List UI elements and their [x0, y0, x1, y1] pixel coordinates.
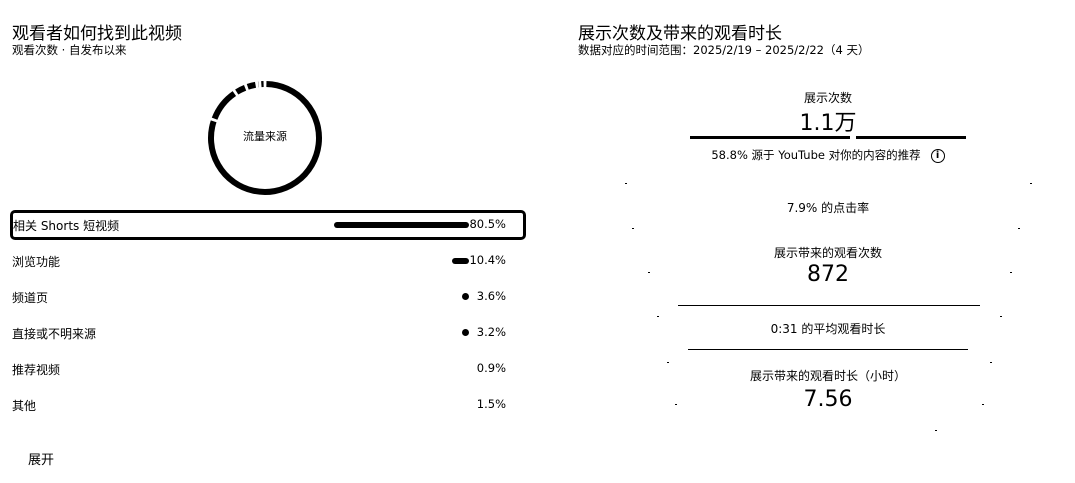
views-from-impressions-value: 872 [807, 262, 849, 287]
speck [990, 362, 992, 363]
traffic-source-percent: 10.4% [469, 253, 506, 267]
traffic-source-percent: 3.2% [476, 325, 506, 339]
traffic-source-row[interactable]: 浏览功能 10.4% [10, 246, 526, 276]
speck [1000, 316, 1002, 317]
speck [625, 183, 627, 184]
traffic-panel-title: 观看者如何找到此视频 [12, 24, 182, 44]
funnel-divider-1 [678, 305, 980, 306]
impressions-panel-title: 展示次数及带来的观看时长 [578, 24, 782, 44]
speck [982, 404, 984, 405]
avg-view-duration-text: 0:31 的平均观看时长 [770, 322, 886, 336]
watch-time-value: 7.56 [803, 387, 853, 412]
funnel-bar-recommended [690, 136, 850, 139]
expand-button[interactable]: 展开 [28, 453, 55, 468]
traffic-source-row[interactable]: 其他 1.5% [10, 390, 526, 420]
traffic-source-label: 浏览功能 [12, 255, 61, 269]
traffic-source-label: 推荐视频 [12, 363, 61, 377]
traffic-source-percent: 3.6% [476, 289, 506, 303]
views-from-impressions-label: 展示带来的观看次数 [773, 246, 882, 260]
donut-center-label: 流量来源 [243, 130, 287, 143]
speck [1030, 183, 1032, 184]
watch-time-label: 展示带来的观看时长（小时） [749, 369, 906, 383]
speck [1018, 228, 1020, 229]
impressions-note: 58.8% 源于 YouTube 对你的内容的推荐 i [690, 147, 966, 163]
speck [667, 362, 669, 363]
impressions-label: 展示次数 [803, 91, 852, 105]
donut-segment [235, 85, 247, 95]
traffic-source-label: 相关 Shorts 短视频 [13, 219, 120, 233]
traffic-source-percent: 0.9% [476, 361, 506, 375]
traffic-source-percent: 1.5% [476, 397, 506, 411]
ctr-text: 7.9% 的点击率 [786, 201, 870, 215]
traffic-source-label: 直接或不明来源 [12, 327, 97, 341]
speck [935, 430, 937, 431]
traffic-source-bar [334, 222, 469, 228]
traffic-source-label: 其他 [12, 399, 37, 413]
speck [675, 404, 677, 405]
traffic-source-bar [462, 329, 469, 336]
traffic-source-percent: 80.5% [469, 217, 506, 231]
traffic-source-bar [451, 258, 469, 264]
speck [648, 272, 650, 273]
impressions-date-range: 数据对应的时间范围：2025/2/19 – 2025/2/22（4 天） [578, 43, 870, 57]
traffic-source-bar [462, 293, 469, 300]
traffic-source-donut-chart [208, 81, 322, 195]
traffic-source-row[interactable]: 直接或不明来源 3.2% [10, 318, 526, 348]
traffic-panel-subtitle: 观看次数 · 自发布以来 [12, 43, 127, 57]
info-icon[interactable]: i [930, 148, 945, 163]
speck [632, 228, 634, 229]
donut-segment [211, 91, 237, 120]
funnel-divider-2 [688, 349, 968, 350]
traffic-source-row[interactable]: 相关 Shorts 短视频 80.5% [10, 210, 526, 240]
traffic-source-label: 频道页 [12, 291, 49, 305]
speck [1010, 272, 1012, 273]
traffic-source-row[interactable]: 推荐视频 0.9% [10, 354, 526, 384]
traffic-source-row[interactable]: 频道页 3.6% [10, 282, 526, 312]
donut-segment [208, 81, 322, 195]
impressions-note-text: 58.8% 源于 YouTube 对你的内容的推荐 [711, 148, 921, 162]
funnel-bar-other [856, 136, 966, 139]
speck [657, 316, 659, 317]
impressions-value: 1.1万 [799, 111, 857, 136]
donut-segment [246, 81, 257, 90]
